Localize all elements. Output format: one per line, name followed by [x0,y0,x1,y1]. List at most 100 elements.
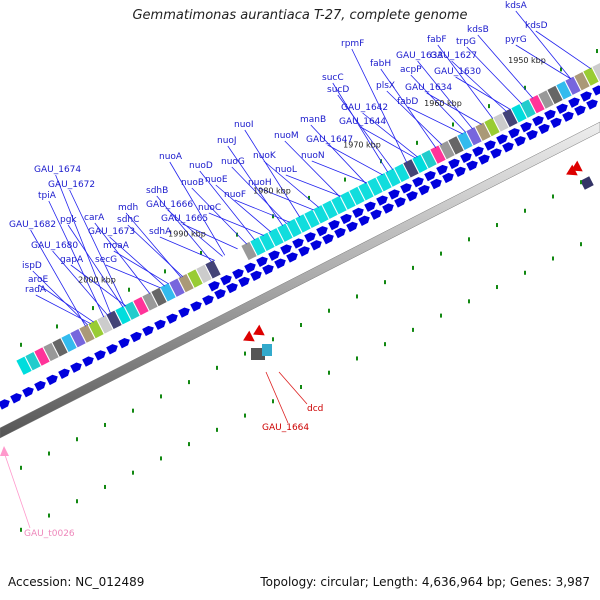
leader-line [208,212,264,236]
gc-marker [300,323,302,327]
leader-line [234,199,290,223]
gene-label: acpP [400,65,422,75]
scale-ticks: 1950 kbp 1960 kbp 1970 kbp 1980 kbp 1990 kbp… [78,56,546,284]
gene-label: pgk [60,215,77,225]
cog-box [376,172,392,192]
gc-marker [524,208,526,213]
cds-arrow [580,91,592,102]
cds-arrow [262,264,274,275]
gc-marker [412,327,414,332]
leader-line [515,10,572,80]
gc-marker [560,67,562,72]
cog-box [529,94,545,114]
gc-marker [244,413,246,418]
gene-label: GAU_1673 [88,227,135,237]
leader-line [310,124,367,184]
gene-label: tpiA [38,191,57,201]
gc-marker [76,499,78,504]
cog-box [475,122,491,141]
gene-label: GAU_1665 [161,214,208,224]
tick-label: 1970 kbp [343,140,381,149]
cds-arrow [586,99,598,110]
gene-label: nuoL [275,165,297,175]
cds-arrow [508,128,520,139]
leader-line [191,187,248,245]
gene-label: moaA [103,241,130,251]
leader-line [199,170,256,241]
cds-arrow [70,362,82,373]
gene-label: sucC [322,73,344,83]
cds-arrow [472,146,484,157]
cds-arrow [358,215,370,226]
leader-line [227,145,284,226]
cds-arrow [94,350,106,361]
cog-box [574,72,590,91]
highlight-gene-label: dcd [307,404,323,414]
cog-box [151,287,167,307]
gc-marker [160,456,162,461]
cog-box [250,237,266,256]
leader-line [451,60,507,112]
leader-line [244,129,301,218]
cds-arrow [10,393,22,404]
cog-box [70,329,86,348]
cds-arrow [376,195,388,206]
leader-line [360,126,416,159]
cds-arrow [292,238,304,249]
leader-line [285,174,341,197]
gc-marker [344,177,346,182]
gene-label: GAU_1647 [306,135,353,145]
gc-marker [452,122,454,127]
genome-backbone [0,121,600,439]
cds-arrow [142,325,154,337]
cog-box [394,163,410,183]
gc-marker [552,256,554,261]
leader-line [69,189,125,307]
gc-marker [384,280,386,285]
cog-box [205,260,221,279]
cds-arrow [22,387,34,398]
leader-line [48,200,105,318]
cds-arrow [538,123,550,135]
label-leader-lines [4,10,592,529]
cds-arrow [346,221,358,233]
trna-marker [0,446,9,456]
tick-label: 1990 kbp [168,230,206,239]
cds-arrow [454,166,466,178]
gc-marker [132,470,134,475]
leader-line [327,144,383,176]
gc-marker [132,408,134,413]
gc-marker [308,195,310,200]
cds-arrow [424,170,436,182]
leader-line [265,371,289,424]
cog-box [538,90,554,109]
cds-arrow [412,177,424,188]
gc-marker [356,294,358,299]
gc-marker [48,513,50,518]
cds-arrow [328,219,340,231]
gene-label: nuoK [253,151,277,161]
gene-label: sdhC [117,215,139,225]
map-title: Gemmatimonas aurantiaca T-27, complete g… [132,8,468,23]
cog-box [286,218,302,238]
cds-arrow [0,399,10,410]
cog-box [142,292,158,311]
cog-box [403,159,419,178]
cog-box [457,131,473,151]
gene-label: GAU_1644 [339,117,386,127]
gc-marker [416,140,418,145]
gene-label: nuoM [274,131,299,141]
cds-arrow [274,258,286,269]
genome-info-text: Topology: circular; Length: 4,636,964 bp… [260,575,590,589]
cog-box [484,117,500,137]
cds-arrow [220,275,232,286]
gene-label: radA [25,285,47,295]
gc-marker [596,49,598,54]
gc-marker [104,422,106,427]
cog-box [340,191,356,210]
cds-arrow [400,183,412,194]
leader-line [284,140,341,197]
cds-arrow [520,122,532,133]
cds-arrow [298,246,310,257]
gene-label: GAU_1672 [48,180,95,190]
